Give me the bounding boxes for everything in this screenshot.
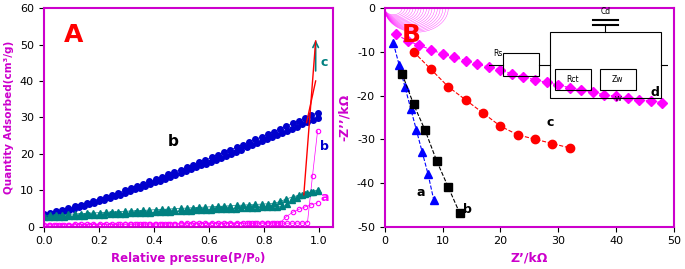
Text: b: b <box>321 140 329 153</box>
X-axis label: Z’/kΩ: Z’/kΩ <box>510 252 548 265</box>
X-axis label: Relative pressure(P/P₀): Relative pressure(P/P₀) <box>111 252 265 265</box>
Text: b: b <box>168 134 178 150</box>
Y-axis label: Quantity Adsorbed(cm³/g): Quantity Adsorbed(cm³/g) <box>4 41 14 194</box>
Text: a: a <box>321 191 329 204</box>
Text: A: A <box>64 23 83 47</box>
Text: c: c <box>547 116 554 129</box>
Y-axis label: -Z’’/kΩ: -Z’’/kΩ <box>338 94 351 141</box>
Text: b: b <box>463 203 472 217</box>
Text: d: d <box>651 86 660 98</box>
Text: a: a <box>416 186 425 199</box>
Text: c: c <box>321 56 327 69</box>
Text: B: B <box>402 23 421 47</box>
